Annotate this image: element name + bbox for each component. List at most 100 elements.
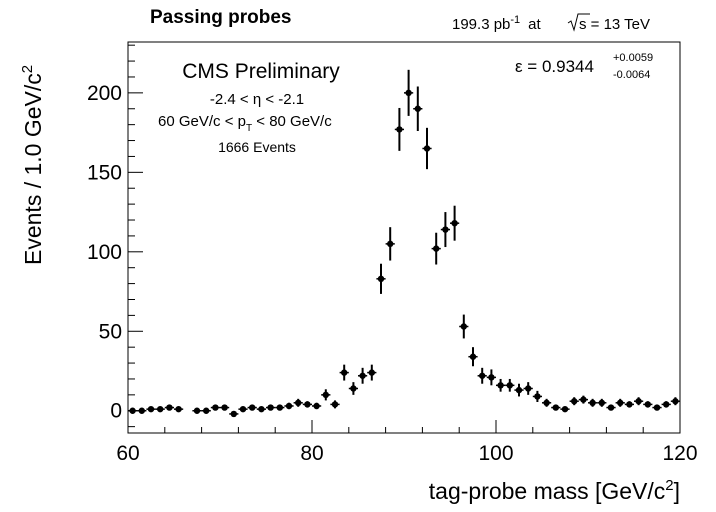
pt-cut-right: < 80 GeV/c	[252, 113, 332, 130]
data-marker	[460, 323, 467, 330]
x-axis-title-main: tag-probe mass [GeV/c	[429, 478, 666, 504]
data-point	[486, 369, 496, 386]
data-point	[330, 400, 340, 409]
data-marker	[552, 404, 559, 411]
data-marker	[285, 402, 293, 410]
sqrt-icon	[567, 13, 590, 32]
data-point	[670, 397, 680, 406]
data-point	[348, 382, 358, 395]
data-point	[542, 398, 552, 407]
data-marker	[258, 405, 265, 413]
data-point	[220, 404, 230, 411]
data-marker	[239, 405, 247, 413]
data-point	[532, 390, 542, 403]
data-marker	[313, 402, 320, 410]
x-tick-label: 100	[478, 442, 513, 465]
data-marker	[341, 369, 348, 376]
pt-cut-sub: T	[246, 123, 252, 134]
y-axis: 0 50 100 150 200	[87, 44, 143, 428]
data-marker	[644, 401, 651, 408]
data-marker	[617, 399, 624, 407]
data-point	[468, 347, 478, 367]
data-point	[588, 398, 598, 407]
data-point	[606, 404, 616, 411]
luminosity-unit-sup: -1	[510, 14, 520, 26]
data-marker	[276, 404, 283, 411]
data-marker	[506, 382, 513, 389]
data-marker	[672, 398, 679, 405]
data-marker	[203, 407, 210, 414]
pt-cut-left: 60 GeV/c < p	[158, 113, 246, 130]
data-marker	[193, 407, 201, 414]
data-marker	[543, 399, 550, 407]
data-point	[367, 364, 377, 381]
data-marker	[322, 391, 329, 399]
data-marker	[387, 240, 394, 248]
data-point	[624, 401, 634, 408]
y-tick-label: 50	[99, 320, 122, 343]
data-point	[597, 398, 607, 407]
data-marker	[350, 385, 357, 392]
data-point	[293, 398, 303, 407]
luminosity-value: 199.3 pb	[452, 16, 510, 33]
y-tick-label: 200	[87, 82, 122, 105]
data-marker	[175, 405, 182, 413]
data-point	[661, 401, 671, 408]
data-point	[404, 69, 414, 116]
data-point	[459, 314, 469, 339]
data-point	[137, 407, 147, 414]
data-marker	[525, 385, 532, 392]
data-point	[256, 405, 266, 413]
data-marker	[534, 393, 541, 400]
data-point	[394, 107, 404, 151]
data-marker	[295, 399, 302, 407]
data-marker	[561, 405, 569, 413]
data-marker	[433, 245, 440, 252]
data-point	[312, 402, 322, 410]
plot-frame	[127, 41, 681, 434]
data-marker	[423, 145, 431, 152]
data-point	[210, 404, 220, 411]
data-marker	[469, 353, 477, 360]
data-point	[569, 397, 579, 406]
energy-label: s = 13 TeV	[579, 16, 650, 33]
data-marker	[129, 407, 136, 414]
data-marker	[157, 405, 164, 413]
data-marker	[212, 404, 219, 411]
x-tick-label: 80	[300, 442, 323, 465]
data-marker	[589, 399, 596, 407]
data-point	[505, 378, 515, 392]
data-point	[164, 404, 174, 411]
x-tick-label: 120	[662, 442, 697, 465]
data-marker	[166, 404, 173, 411]
data-marker	[414, 105, 421, 112]
x-axis: 60 80 100 120	[116, 420, 698, 465]
data-marker	[249, 404, 256, 411]
efficiency-up: +0.0059	[613, 52, 653, 64]
data-point	[413, 86, 423, 132]
data-marker	[580, 396, 587, 403]
data-marker	[607, 404, 615, 411]
data-marker	[598, 399, 605, 407]
at-word: at	[528, 16, 541, 33]
luminosity-label: 199.3 pb-1 at	[452, 14, 542, 33]
data-point	[634, 397, 644, 406]
plot-title: Passing probes	[150, 7, 292, 28]
data-point	[450, 205, 460, 241]
data-point	[560, 405, 570, 413]
data-marker	[571, 398, 578, 405]
x-axis-title: tag-probe mass [GeV/c2]	[429, 477, 680, 504]
data-series	[128, 69, 680, 418]
data-point	[275, 404, 285, 411]
experiment-label: CMS Preliminary	[182, 60, 340, 83]
data-point	[146, 405, 156, 413]
data-point	[128, 407, 138, 414]
y-tick-label: 150	[87, 161, 122, 184]
data-point	[422, 127, 432, 170]
data-marker	[653, 404, 661, 411]
y-tick-label: 0	[110, 400, 122, 423]
data-marker	[359, 372, 366, 379]
data-point	[266, 404, 276, 411]
data-point	[302, 401, 312, 408]
